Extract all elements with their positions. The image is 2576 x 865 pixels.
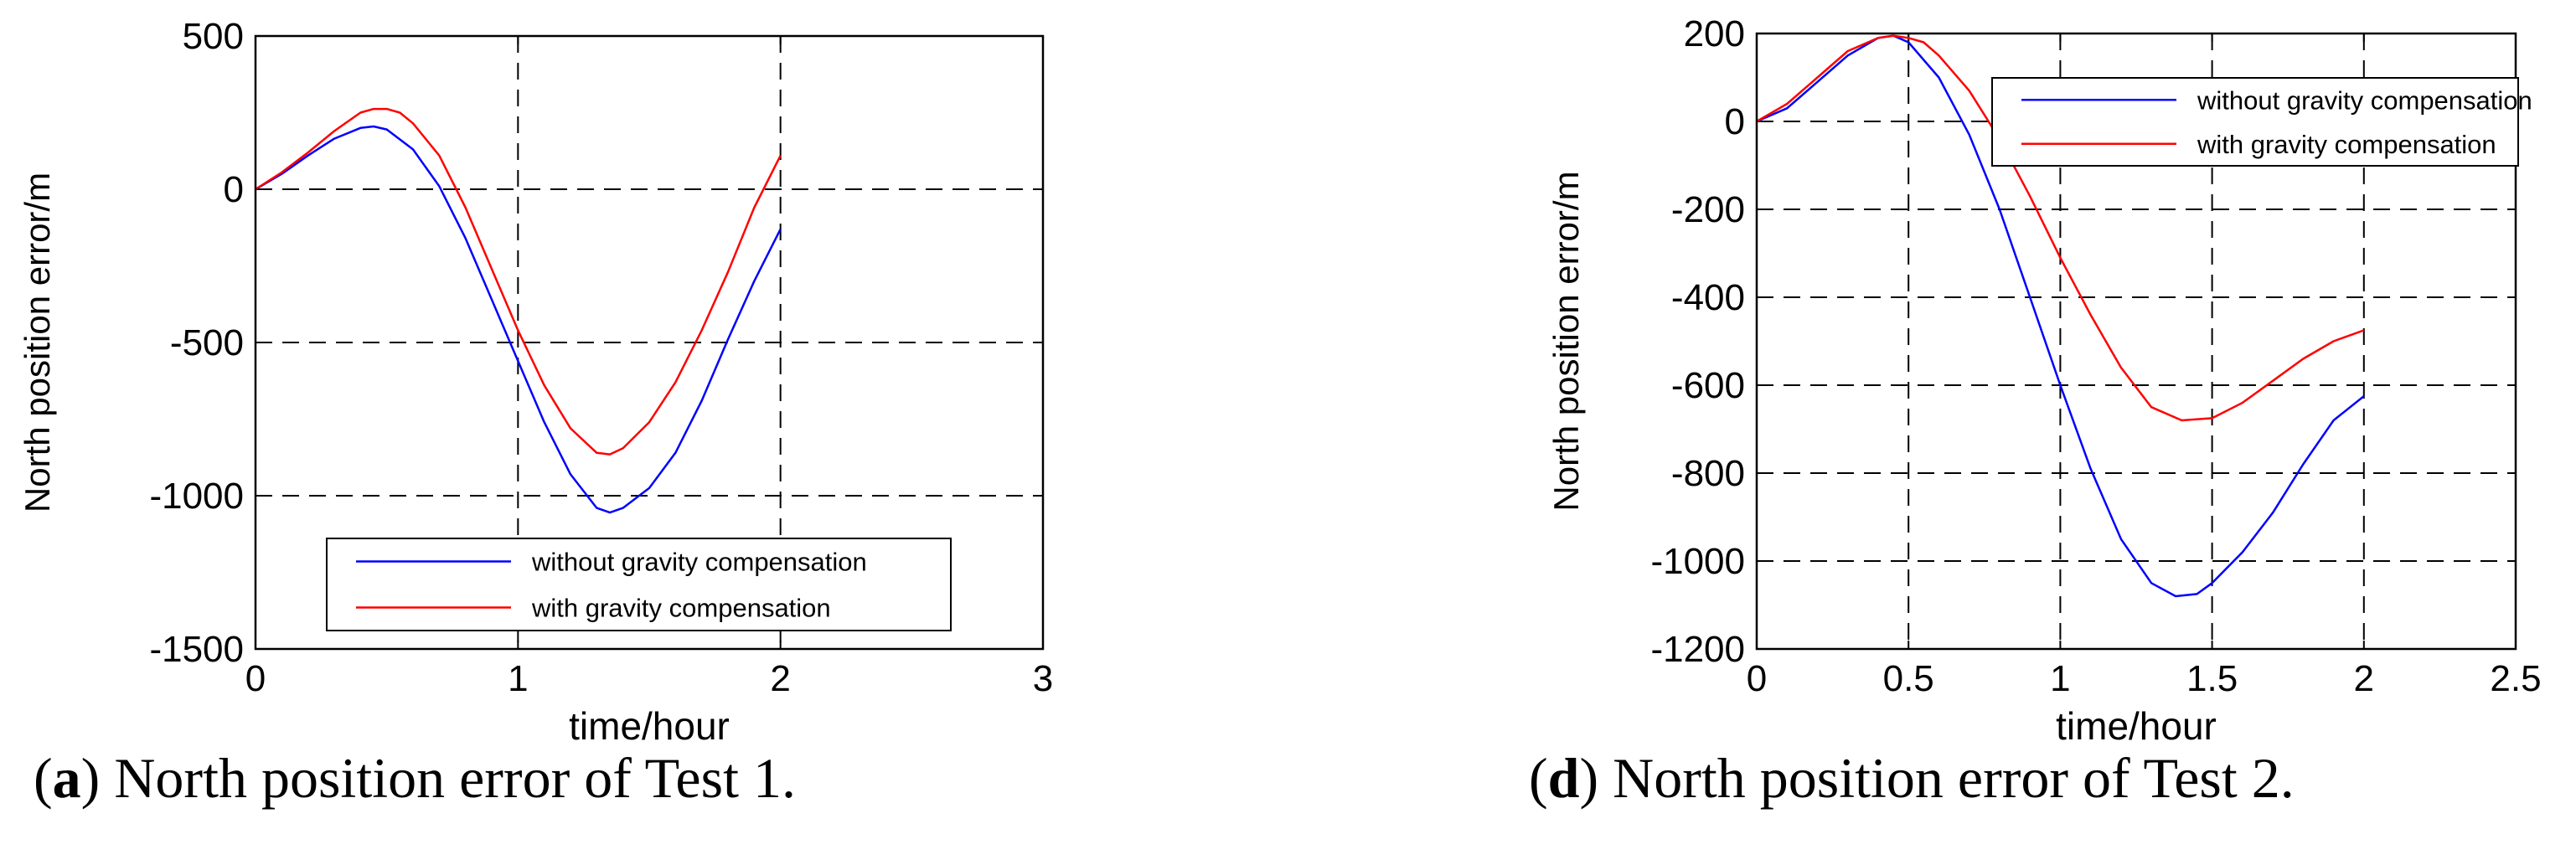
y-tick-label: 0 [1725,101,1745,142]
x-axis-label: time/hour [569,704,730,748]
y-tick-label: -500 [170,322,244,363]
x-tick-label: 3 [1033,658,1053,699]
x-tick-label: 0.5 [1883,658,1934,699]
y-tick-label: -1000 [149,476,244,517]
series-line [255,107,782,456]
legend-box [326,538,952,631]
legend-label: with gravity compensation [2197,130,2496,159]
legend-label: without gravity compensation [531,548,867,577]
x-tick-label: 1 [2050,658,2070,699]
y-tick-label: -800 [1671,453,1745,494]
y-axis-label: North position error/m [18,172,57,512]
axes-frame [1755,32,2517,651]
y-tick-label: 0 [224,169,244,210]
series-line [1756,34,2365,422]
y-tick-label: -600 [1671,365,1745,406]
axes-frame [254,34,1045,651]
x-tick-label: 2.5 [2490,658,2541,699]
y-tick-label: -1000 [1650,541,1745,582]
x-tick-label: 0 [245,658,266,699]
panel-d-chart: 0 0.5 1 1.5 2 2.5 200 0 -200 -400 -600 -800 -1000 -12… [1546,13,2542,748]
caption-d: (d) North position error of Test 2. [1529,746,2295,810]
panel-a-chart: 0 1 2 3 500 0 -500 -1000 -1500 time/hour North pos… [18,16,1053,748]
x-tick-label: 1.5 [2186,658,2238,699]
y-tick-label: -1500 [149,629,244,670]
x-tick-label: 2 [770,658,790,699]
legend-box [1991,77,2519,167]
series-line [255,125,782,514]
legend-label: without gravity compensation [2197,85,2532,115]
y-tick-label: 500 [183,16,244,57]
x-axis-label: time/hour [2056,704,2217,748]
y-axis-label: North position error/m [1546,171,1586,511]
y-tick-label: -200 [1671,189,1745,230]
x-tick-label: 2 [2354,658,2374,699]
y-tick-label: -1200 [1650,629,1745,670]
legend-label: with gravity compensation [531,594,831,623]
caption-a: (a) North position error of Test 1. [34,746,796,810]
series-line [1756,34,2365,598]
x-tick-label: 0 [1747,658,1767,699]
x-tick-label: 1 [508,658,528,699]
y-tick-label: 200 [1684,13,1745,54]
y-tick-label: -400 [1671,277,1745,318]
